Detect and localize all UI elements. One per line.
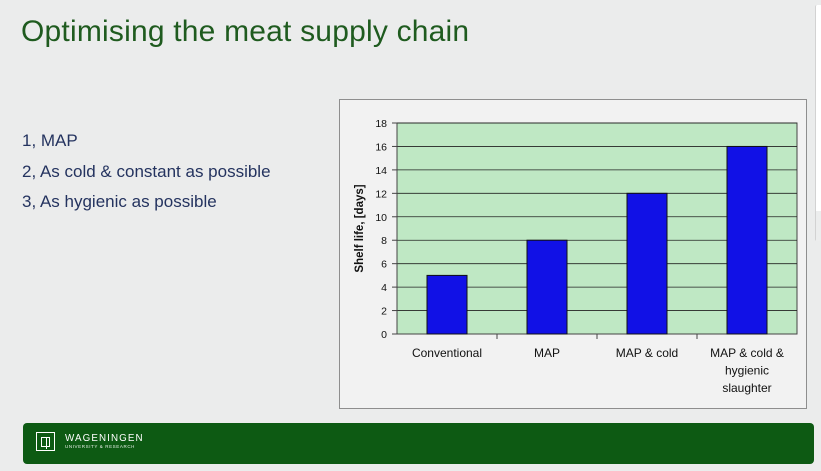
right-edge-panel <box>815 5 821 241</box>
x-tick-label-line: MAP & cold & <box>710 346 784 360</box>
x-tick-label-line: slaughter <box>722 381 771 395</box>
x-tick-label-line: MAP & cold <box>616 346 678 360</box>
bar-mark <box>426 274 468 335</box>
y-tick-label: 6 <box>381 259 387 271</box>
x-tick-label-line: hygienic <box>725 364 769 378</box>
x-tick-label-line: MAP <box>534 346 560 360</box>
bullet-list: 1, MAP 2, As cold & constant as possible… <box>22 126 271 218</box>
y-tick-label: 18 <box>375 118 387 130</box>
bullet-item: 2, As cold & constant as possible <box>22 161 271 181</box>
footer-bar: WAGENINGEN UNIVERSITY & RESEARCH <box>23 423 814 464</box>
y-tick-label: 12 <box>375 188 387 200</box>
bar-mark <box>526 239 568 335</box>
page-title: Optimising the meat supply chain <box>21 15 470 48</box>
wageningen-logo-icon <box>36 432 55 451</box>
y-tick-label: 2 <box>381 306 387 318</box>
x-tick-label: MAP & cold & hygienic slaughter <box>710 346 784 395</box>
bar-mark <box>726 145 768 335</box>
x-tick-label: MAP <box>534 346 560 360</box>
chart-frame: 0 2 4 6 8 10 12 14 16 18 Conventional MAP MAP & cold… <box>339 99 807 409</box>
y-tick-label: 8 <box>381 235 387 247</box>
x-tick-label-line: Conventional <box>412 346 482 360</box>
bullet-item: 1, MAP <box>22 131 78 150</box>
brand-subtitle: UNIVERSITY & RESEARCH <box>65 444 136 449</box>
y-tick-label: 4 <box>381 282 387 294</box>
bullet-item: 3, As hygienic as possible <box>22 192 217 211</box>
bar-mark <box>626 192 668 335</box>
y-tick-label: 14 <box>375 165 387 177</box>
y-axis-label: Shelf life, [days] <box>354 184 366 272</box>
x-tick-label: Conventional <box>412 346 482 360</box>
shelf-life-bar-chart: 0 2 4 6 8 10 12 14 16 18 Conventional MAP MAP & cold… <box>354 118 798 395</box>
x-tick-label: MAP & cold <box>616 346 678 360</box>
y-tick-label: 10 <box>375 212 387 224</box>
y-tick-label: 0 <box>381 329 387 341</box>
brand-name: WAGENINGEN <box>65 433 144 444</box>
y-tick-label: 16 <box>375 141 387 153</box>
